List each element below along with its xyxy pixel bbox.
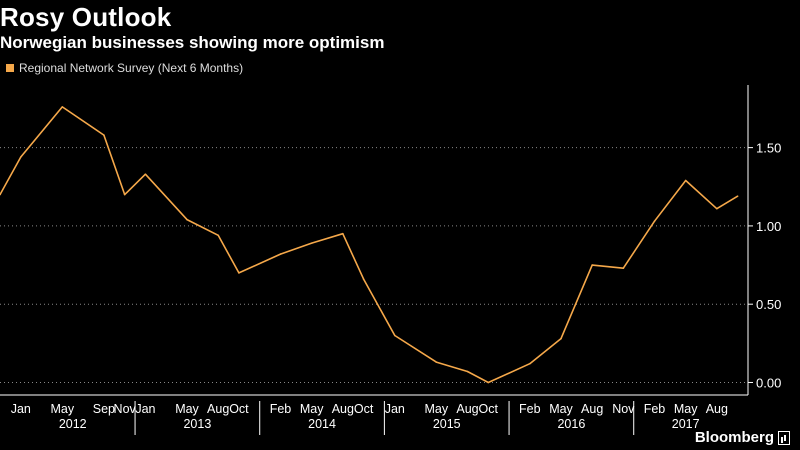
year-label: 2014 [308,417,336,431]
data-point [362,278,365,280]
data-point [591,264,593,266]
x-tick-label: May [51,402,75,416]
x-tick-label: Oct [229,402,249,416]
data-point [279,253,282,255]
data-point [103,134,105,136]
year-label: 2016 [557,417,585,431]
bloomberg-logo: Bloomberg [695,429,790,446]
legend-label: Regional Network Survey (Next 6 Months) [19,61,244,75]
legend: Regional Network Survey (Next 6 Months) [6,61,243,75]
data-point [716,207,718,210]
data-point [736,195,739,197]
y-tick-label: 1.50 [756,141,781,156]
x-tick-label: Aug [581,402,603,416]
y-tick-label: 0.00 [756,375,781,390]
x-tick-label: Jan [135,402,155,416]
x-tick-label: Jan [385,402,405,416]
year-label: 2015 [433,417,461,431]
data-point [435,361,438,363]
data-point [622,267,625,269]
year-label: 2012 [59,417,87,431]
x-tick-label: Jan [11,402,31,416]
grid-layer [0,147,748,383]
data-point [123,193,126,196]
x-tick-label: Aug [456,402,478,416]
x-tick-label: Nov [114,402,137,416]
data-point [560,337,562,340]
x-tick-label: Aug [706,402,728,416]
chart-subtitle: Norwegian businesses showing more optimi… [0,33,385,52]
data-point [684,179,687,182]
legend-swatch [6,64,14,72]
x-tick-label: Feb [644,402,666,416]
x-tick-label: Aug [207,402,229,416]
x-tick-label: May [549,402,573,416]
series-line [0,106,739,384]
series-layer [0,106,739,384]
x-tick-label: Oct [479,402,499,416]
x-tick-label: Feb [519,402,541,416]
x-tick-label: Feb [270,402,292,416]
data-point [217,234,219,237]
data-point [0,193,1,196]
data-point [653,220,656,223]
x-tick-label: Nov [612,402,635,416]
data-point [466,370,469,373]
data-point [186,218,188,221]
data-point [61,106,64,108]
data-point [310,242,313,244]
data-point [393,334,396,337]
brand-label: Bloomberg [694,429,774,446]
y-tick-label: 0.50 [756,297,781,312]
x-tick-label: May [300,402,324,416]
x-tick-label: May [425,402,449,416]
x-tick-label: Oct [354,402,374,416]
chart-title: Rosy Outlook [0,2,172,32]
data-point [144,173,147,176]
data-point [487,381,490,384]
data-point [238,272,240,274]
x-tick-label: May [674,402,698,416]
data-point [19,156,22,158]
data-point [529,362,531,365]
year-label: 2017 [672,417,700,431]
bloomberg-mark-icon [778,430,790,445]
x-tick-label: May [175,402,199,416]
x-tick-label: Sep [93,402,115,416]
y-tick-label: 1.00 [756,219,781,234]
x-tick-label: Aug [332,402,354,416]
data-point [342,232,344,235]
year-label: 2013 [183,417,211,431]
